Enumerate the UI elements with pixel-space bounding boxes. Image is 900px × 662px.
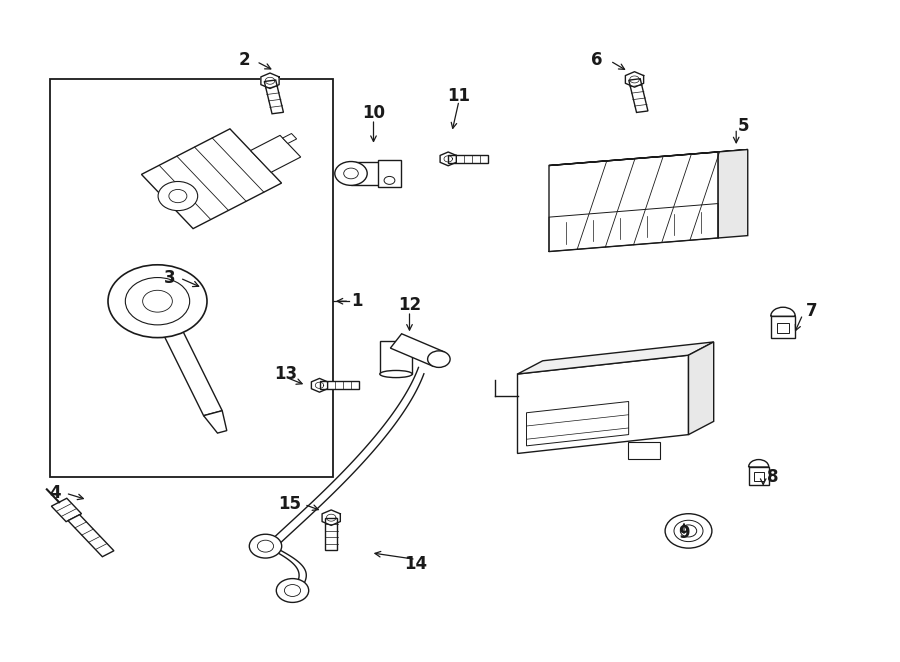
Text: 3: 3 <box>164 269 176 287</box>
Bar <box>628 442 660 459</box>
Polygon shape <box>283 134 297 144</box>
Bar <box>351 162 396 185</box>
Text: 10: 10 <box>362 103 385 122</box>
Polygon shape <box>629 79 648 113</box>
Polygon shape <box>518 355 688 453</box>
Text: 1: 1 <box>351 292 363 310</box>
Bar <box>770 316 796 338</box>
Polygon shape <box>718 150 748 238</box>
Circle shape <box>276 579 309 602</box>
Circle shape <box>142 290 173 312</box>
Circle shape <box>335 162 367 185</box>
Polygon shape <box>261 73 279 89</box>
Bar <box>378 160 400 187</box>
Polygon shape <box>526 401 628 446</box>
Circle shape <box>665 514 712 548</box>
Circle shape <box>344 168 358 179</box>
Polygon shape <box>549 150 748 166</box>
Bar <box>50 79 333 477</box>
Circle shape <box>428 351 450 367</box>
Polygon shape <box>518 342 714 374</box>
Text: 11: 11 <box>447 87 471 105</box>
Ellipse shape <box>380 371 412 377</box>
Text: 12: 12 <box>398 295 421 314</box>
Polygon shape <box>320 381 359 389</box>
Circle shape <box>249 534 282 558</box>
Circle shape <box>158 181 198 211</box>
Polygon shape <box>549 152 718 252</box>
Text: 4: 4 <box>50 484 61 502</box>
Polygon shape <box>141 129 282 228</box>
Text: 15: 15 <box>278 495 302 514</box>
Text: 14: 14 <box>404 555 428 573</box>
Polygon shape <box>68 515 114 557</box>
Polygon shape <box>326 518 337 551</box>
Bar <box>753 472 764 481</box>
Circle shape <box>169 189 187 203</box>
Circle shape <box>680 525 697 537</box>
Circle shape <box>108 265 207 338</box>
Polygon shape <box>322 510 340 526</box>
Text: 2: 2 <box>238 50 250 69</box>
Circle shape <box>674 520 703 542</box>
Text: 5: 5 <box>738 117 750 135</box>
Bar <box>777 322 789 334</box>
Circle shape <box>384 177 395 185</box>
Text: 9: 9 <box>679 524 689 542</box>
Text: 8: 8 <box>767 467 778 486</box>
Polygon shape <box>626 71 644 87</box>
Polygon shape <box>391 334 445 366</box>
Text: 7: 7 <box>806 302 817 320</box>
Polygon shape <box>265 80 284 114</box>
Wedge shape <box>749 459 769 467</box>
Polygon shape <box>250 135 301 172</box>
Circle shape <box>284 585 301 596</box>
Bar <box>380 341 412 374</box>
Polygon shape <box>51 498 82 522</box>
Bar <box>749 467 769 485</box>
Polygon shape <box>148 299 222 416</box>
Polygon shape <box>311 379 328 392</box>
Text: 13: 13 <box>274 365 298 383</box>
Polygon shape <box>448 155 488 163</box>
Circle shape <box>125 277 190 325</box>
Polygon shape <box>688 342 714 434</box>
Polygon shape <box>440 152 456 166</box>
Text: 6: 6 <box>591 50 603 69</box>
Circle shape <box>257 540 274 552</box>
Wedge shape <box>770 307 796 316</box>
Polygon shape <box>203 410 227 433</box>
